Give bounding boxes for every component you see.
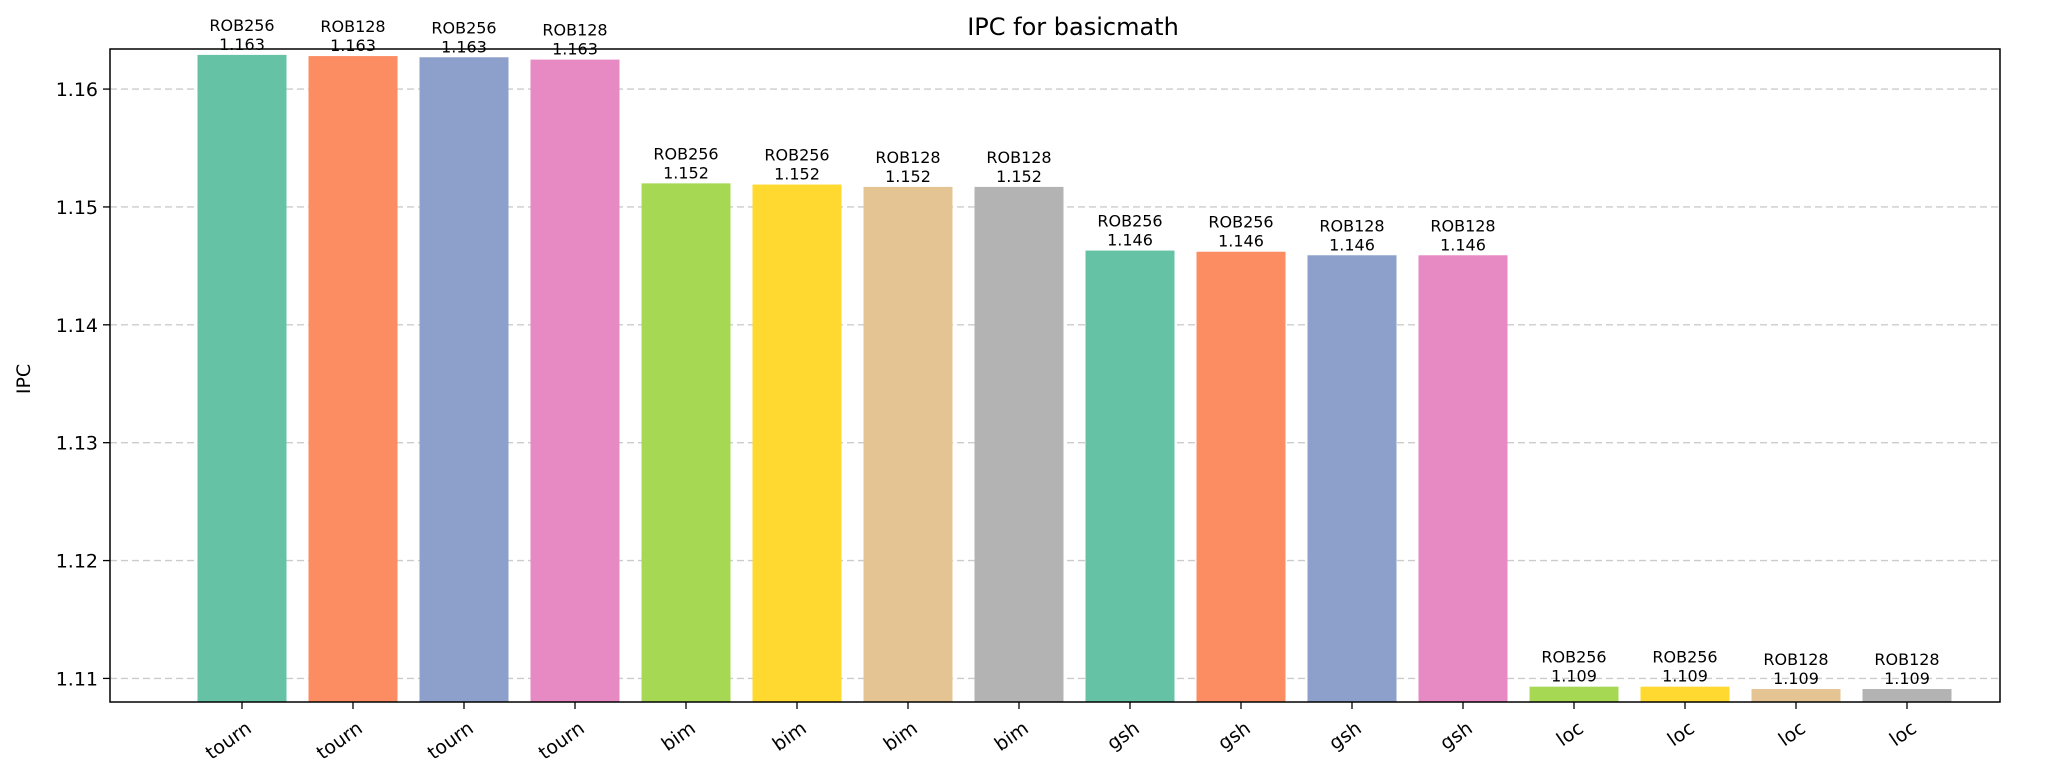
bar-value-label: 1.163 (330, 36, 376, 55)
y-axis-label: IPC (13, 364, 35, 394)
y-tick-label: 1.16 (56, 79, 98, 101)
bar-labels: ROB2561.163ROB1281.163ROB2561.163ROB1281… (209, 16, 1939, 688)
bar (1196, 251, 1286, 703)
bar-value-label: 1.109 (1884, 669, 1930, 688)
bar-value-label: 1.146 (1107, 231, 1153, 250)
bar-series-label: ROB128 (986, 148, 1051, 167)
bar-series-label: ROB128 (1763, 650, 1828, 669)
x-tick-label: gsh (1325, 717, 1365, 755)
y-tick-label: 1.14 (56, 315, 98, 337)
bar-series-label: ROB256 (1097, 212, 1162, 231)
x-tick-label: gsh (1103, 717, 1143, 755)
bar (419, 57, 509, 702)
x-tick-label: tourn (424, 717, 478, 764)
y-axis-ticks: 1.11 1.12 1.13 1.14 1.15 1.16 (56, 79, 110, 690)
x-tick-label: loc (1664, 717, 1699, 751)
y-tick-label: 1.12 (56, 551, 98, 573)
x-tick-label: bim (658, 717, 700, 756)
bar-series-label: ROB256 (431, 18, 496, 37)
bar-value-label: 1.152 (663, 163, 709, 182)
x-tick-label: loc (1553, 717, 1588, 751)
x-tick-label: loc (1775, 717, 1810, 751)
bar-series-label: ROB256 (1652, 648, 1717, 667)
x-tick-label: bim (991, 717, 1033, 756)
bar-value-label: 1.146 (1218, 232, 1264, 251)
x-tick-label: loc (1886, 717, 1921, 751)
bar (1640, 686, 1730, 702)
x-tick-label: tourn (535, 717, 589, 764)
bar (752, 184, 842, 702)
x-tick-label: bim (769, 717, 811, 756)
bar-value-label: 1.152 (774, 165, 820, 184)
bar-value-label: 1.146 (1440, 235, 1486, 254)
bar (1307, 255, 1397, 702)
bar (863, 186, 953, 702)
bar-series-label: ROB256 (1208, 213, 1273, 232)
bar (641, 183, 731, 703)
bar-series-label: ROB128 (1319, 216, 1384, 235)
bar-value-label: 1.109 (1662, 667, 1708, 686)
bar-value-label: 1.152 (885, 167, 931, 186)
y-tick-label: 1.11 (56, 668, 98, 690)
bar-value-label: 1.146 (1329, 235, 1375, 254)
bar (974, 186, 1064, 702)
bar (1085, 250, 1175, 703)
bar-value-label: 1.163 (219, 35, 265, 54)
bar (1751, 689, 1841, 702)
y-tick-label: 1.13 (56, 433, 98, 455)
x-tick-label: tourn (313, 717, 367, 764)
bar-series-label: ROB256 (653, 144, 718, 163)
bar-series-label: ROB256 (209, 16, 274, 35)
x-tick-label: bim (880, 717, 922, 756)
y-tick-label: 1.15 (56, 197, 98, 219)
bar (530, 59, 620, 703)
bar (1529, 686, 1619, 702)
bar (197, 54, 287, 703)
x-tick-label: tourn (202, 717, 256, 764)
x-tick-label: gsh (1214, 717, 1254, 755)
bars (197, 54, 1952, 703)
x-axis-ticks: tourn tourn tourn tourn bim bim bim bim gsh gsh gs… (202, 702, 1921, 764)
bar-value-label: 1.109 (1773, 669, 1819, 688)
bar (1862, 689, 1952, 702)
bar-value-label: 1.109 (1551, 667, 1597, 686)
bar-series-label: ROB128 (1874, 650, 1939, 669)
axes (109, 48, 2001, 703)
chart-title: IPC for basicmath (967, 13, 1179, 41)
bar-series-label: ROB128 (875, 148, 940, 167)
plot-frame (109, 48, 2001, 703)
bar (1418, 255, 1508, 702)
bar-series-label: ROB256 (764, 146, 829, 165)
bar-series-label: ROB128 (1430, 216, 1495, 235)
bar-series-label: ROB256 (1541, 648, 1606, 667)
bar-series-label: ROB128 (320, 17, 385, 36)
x-tick-label: gsh (1436, 717, 1476, 755)
bar-value-label: 1.163 (441, 37, 487, 56)
bar-value-label: 1.152 (996, 167, 1042, 186)
bar-series-label: ROB128 (542, 21, 607, 40)
bar (308, 56, 398, 702)
